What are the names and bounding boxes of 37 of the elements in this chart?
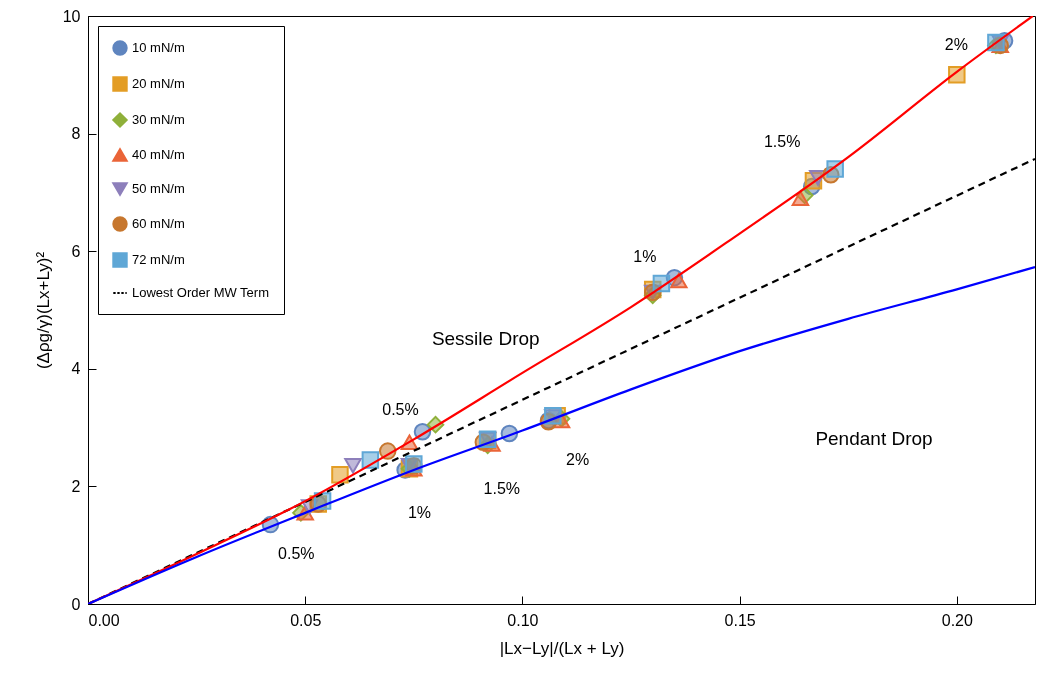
line-series	[88, 265, 1035, 604]
legend-label: 30 mN/m	[132, 112, 185, 127]
annotation: 1%	[407, 503, 432, 521]
point	[331, 465, 349, 484]
legend-label: 72 mN/m	[132, 252, 185, 267]
x-axis-title: |Lx−Ly|/(Lx + Ly)	[499, 638, 625, 658]
annotation: Sessile Drop	[431, 328, 540, 350]
x-tick-label: 0.20	[941, 611, 973, 629]
point	[791, 190, 810, 206]
annotation: Pendant Drop	[815, 428, 933, 450]
legend-label: 20 mN/m	[132, 76, 185, 91]
y-tick-label: 2	[71, 477, 81, 495]
y-tick-label: 4	[71, 360, 81, 378]
legend-label: 50 mN/m	[132, 181, 185, 196]
legend-label: 60 mN/m	[132, 216, 185, 231]
annotation: 0.5%	[278, 545, 315, 563]
x-tick-label: 0.15	[724, 611, 756, 629]
point	[344, 458, 362, 474]
y-tick-label: 0	[71, 595, 81, 613]
y-axis-title: (Δρg/γ)(Lx+Ly)²	[33, 251, 53, 370]
x-tick-label: 0.00	[88, 611, 120, 629]
annotation: 1%	[633, 248, 657, 266]
y-tick-label: 10	[62, 7, 81, 25]
annotation: 0.5%	[382, 400, 419, 418]
legend-label: Lowest Order MW Term	[132, 285, 270, 300]
y-tick-label: 8	[71, 125, 81, 143]
y-tick-label: 6	[71, 242, 81, 260]
line-series	[88, 16, 1034, 604]
x-tick-label: 0.10	[507, 611, 539, 629]
x-tick-label: 0.05	[290, 611, 322, 629]
legend-label: 40 mN/m	[132, 147, 185, 162]
annotation: 2%	[566, 450, 590, 468]
legend-label: 10 mN/m	[132, 40, 185, 55]
annotation: 1.5%	[763, 133, 801, 151]
annotation: 1.5%	[483, 480, 521, 498]
point	[670, 272, 688, 289]
annotation: 2%	[944, 36, 968, 54]
